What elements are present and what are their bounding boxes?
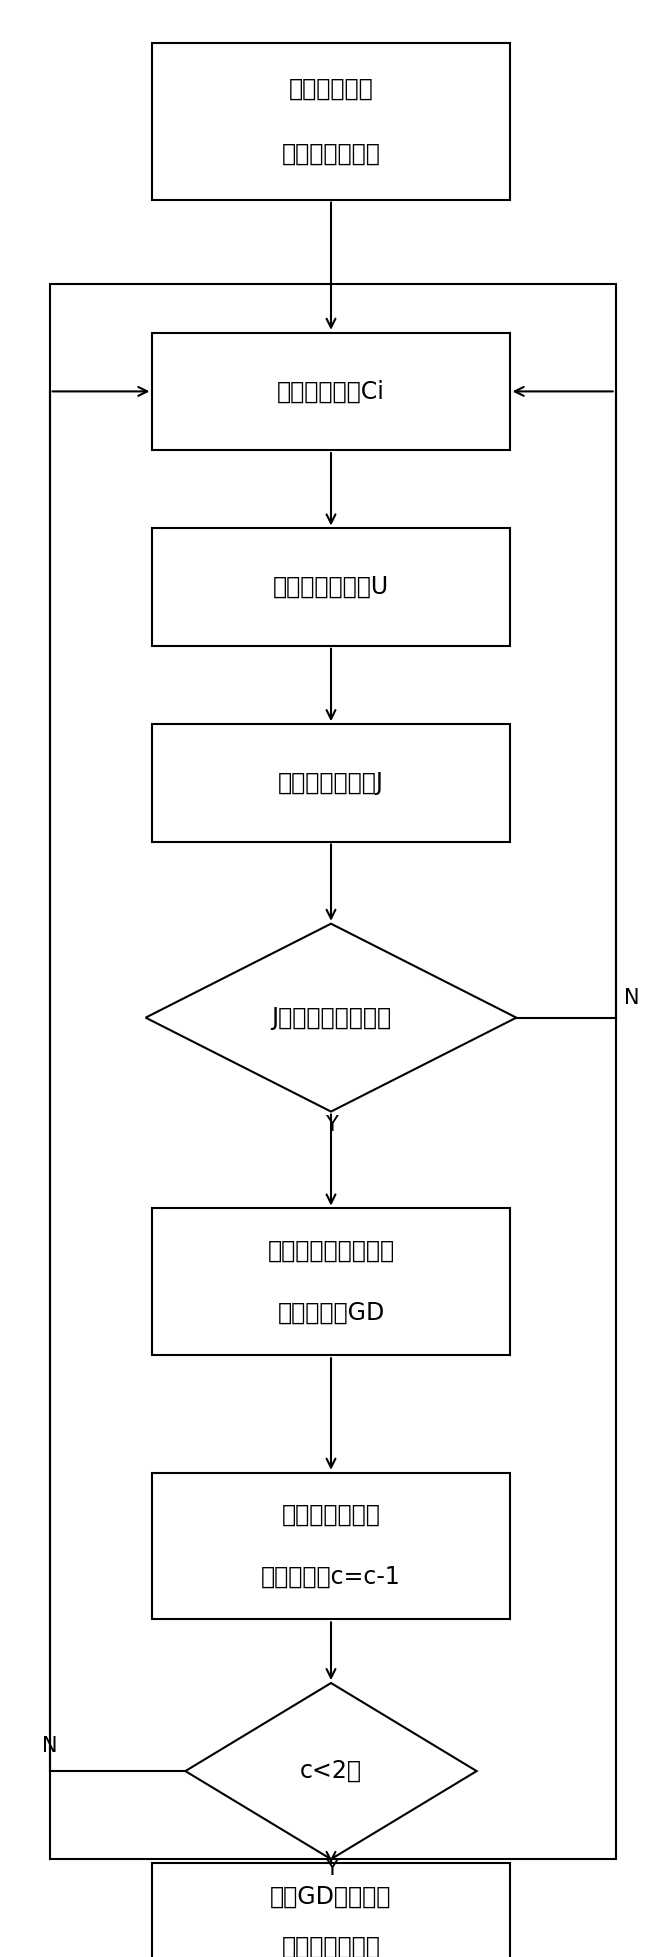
Text: 为最佳聚类结果: 为最佳聚类结果 xyxy=(281,1934,381,1957)
FancyBboxPatch shape xyxy=(152,528,510,646)
Text: N: N xyxy=(42,1736,58,1755)
Text: 合并类间距离最: 合并类间距离最 xyxy=(281,1503,381,1526)
Text: 初始化基本参: 初始化基本参 xyxy=(289,76,373,100)
FancyBboxPatch shape xyxy=(152,43,510,200)
FancyBboxPatch shape xyxy=(152,1863,510,1957)
Text: J小于确定的阈值？: J小于确定的阈值？ xyxy=(271,1006,391,1029)
Text: c<2？: c<2？ xyxy=(300,1759,362,1783)
Text: 有效性函数GD: 有效性函数GD xyxy=(277,1301,385,1325)
Text: 更新隶属度矩阵U: 更新隶属度矩阵U xyxy=(273,575,389,599)
Polygon shape xyxy=(146,924,516,1112)
Text: 选择GD最小的作: 选择GD最小的作 xyxy=(270,1885,392,1910)
FancyBboxPatch shape xyxy=(152,1472,510,1620)
Text: Y: Y xyxy=(324,1859,338,1879)
Text: N: N xyxy=(624,988,640,1008)
FancyBboxPatch shape xyxy=(152,724,510,842)
Text: 小的两类，c=c-1: 小的两类，c=c-1 xyxy=(261,1566,401,1589)
Text: Y: Y xyxy=(324,1115,338,1135)
Text: 计算聚类中心Ci: 计算聚类中心Ci xyxy=(277,380,385,403)
FancyBboxPatch shape xyxy=(152,1207,510,1354)
Text: 数、隶属度矩阵: 数、隶属度矩阵 xyxy=(281,143,381,166)
Text: 保存聚类结果并计算: 保存聚类结果并计算 xyxy=(267,1239,395,1262)
FancyBboxPatch shape xyxy=(152,333,510,450)
Polygon shape xyxy=(185,1683,477,1859)
Text: 计算目标函数值J: 计算目标函数值J xyxy=(278,771,384,795)
